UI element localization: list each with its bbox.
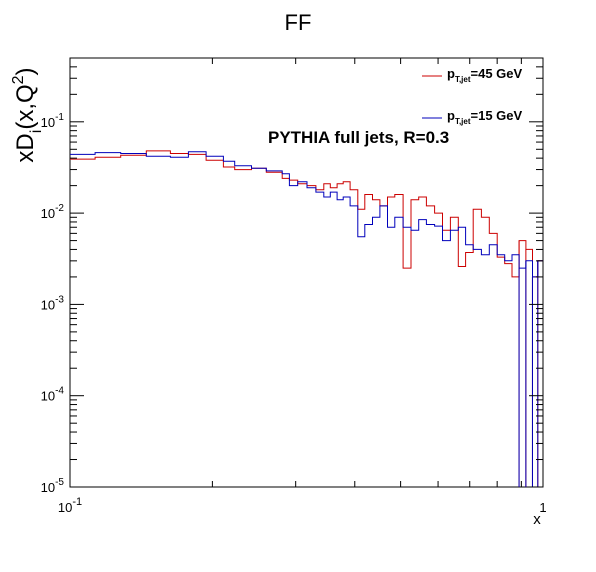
chart-title: FF — [285, 10, 312, 35]
y-tick-label: 10-5 — [41, 477, 65, 495]
x-axis-title: x — [533, 511, 541, 528]
series-1-line — [70, 150, 543, 278]
y-tick-label: 10-4 — [41, 386, 65, 404]
series-layer — [70, 150, 543, 487]
series-2-line — [70, 151, 543, 278]
plot-border — [69, 57, 544, 488]
plot-frame — [69, 57, 544, 488]
y-tick-label: 10-3 — [41, 294, 65, 312]
legend-label-2: pT,jet=15 GeV — [447, 108, 523, 126]
ticks-layer: 10-5 10-4 10-3 10-2 10-1 10-1 1 — [41, 57, 547, 515]
x-tick-label: 1 — [539, 500, 546, 515]
y-axis-title: xDi(x,Q2) — [10, 67, 45, 162]
x-tick-label: 10-1 — [58, 496, 82, 515]
chart-annotation: PYTHIA full jets, R=0.3 — [268, 128, 449, 147]
y-tick-label: 10-2 — [41, 203, 65, 221]
legend: pT,jet=45 GeV pT,jet=15 GeV — [422, 66, 523, 126]
y-tick-label: 10-1 — [41, 112, 65, 130]
legend-label-1: pT,jet=45 GeV — [447, 66, 523, 84]
